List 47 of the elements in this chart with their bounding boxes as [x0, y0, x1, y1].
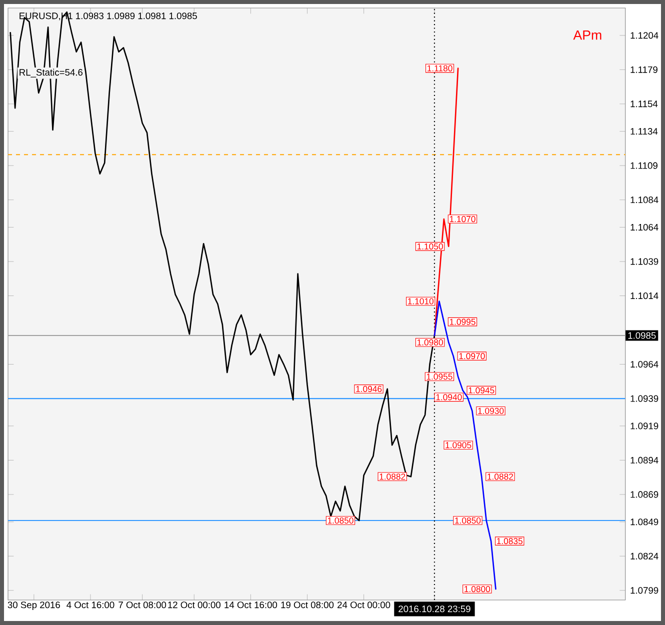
data-label: 1.0955	[426, 374, 452, 380]
data-label: 1.0946	[356, 386, 382, 392]
y-tick-label: 1.1179	[630, 66, 658, 73]
y-tick-label: 1.1084	[630, 196, 658, 204]
data-label: 1.1070	[450, 216, 476, 222]
data-label: 1.0930	[478, 408, 504, 414]
data-label: 1.0940	[436, 394, 462, 400]
y-tick-label: 1.1064	[630, 224, 658, 231]
y-tick-label: 1.0964	[630, 360, 658, 368]
data-label: 1.0945	[468, 387, 494, 394]
y-tick-label: 1.0939	[630, 395, 658, 402]
annotation: APm	[573, 30, 602, 40]
y-tick-label: 1.0869	[630, 491, 658, 498]
y-tick-label: 1.0824	[630, 552, 658, 560]
y-tick-label: 1.0799	[630, 587, 658, 594]
data-label: 1.1180	[428, 65, 452, 72]
y-tick-label: 1.1134	[630, 128, 658, 135]
data-label: 1.0882	[380, 474, 406, 480]
data-label: 1.0995	[450, 318, 476, 325]
data-label: 1.0800	[464, 586, 490, 592]
data-label: 1.1010	[408, 298, 434, 304]
y-tick-label: 1.1154	[630, 100, 658, 108]
data-label: 1.0905	[446, 442, 472, 448]
x-tick-label: 7 Oct 08:00	[118, 602, 166, 608]
data-label: 1.0835	[497, 538, 522, 544]
x-tick-label: 30 Sep 2016	[8, 602, 60, 610]
data-label: 1.0980	[417, 339, 443, 346]
data-label: 1.0850	[328, 517, 354, 524]
x-tick-label: 4 Oct 16:00	[66, 602, 114, 608]
y-tick-label: 1.0919	[630, 422, 658, 430]
y-tick-label: 1.1039	[630, 258, 658, 265]
y-tick-label: 1.0894	[630, 456, 658, 464]
data-label: 1.0970	[459, 353, 485, 360]
data-label: 1.0850	[455, 517, 481, 524]
y-tick-label: 1.0849	[630, 518, 658, 526]
data-label: 1.0882	[488, 474, 513, 480]
x-tick-label: 2016.10.28 23:59	[398, 606, 470, 612]
y-tick-label: 1.1014	[630, 292, 658, 300]
x-tick-label: 24 Oct 00:00	[338, 602, 390, 608]
x-tick-label: 14 Oct 16:00	[224, 602, 278, 608]
annotation: RL_Static=54.6	[20, 68, 83, 78]
data-label: 1.1050	[417, 243, 443, 250]
y-tick-label: 1.1109	[630, 162, 658, 169]
ref-line-label: 1.0985	[628, 332, 656, 339]
x-tick-label: 12 Oct 00:00	[168, 602, 220, 608]
y-tick-label: 1.1204	[630, 32, 658, 39]
x-tick-label: 19 Oct 08:00	[281, 602, 334, 608]
